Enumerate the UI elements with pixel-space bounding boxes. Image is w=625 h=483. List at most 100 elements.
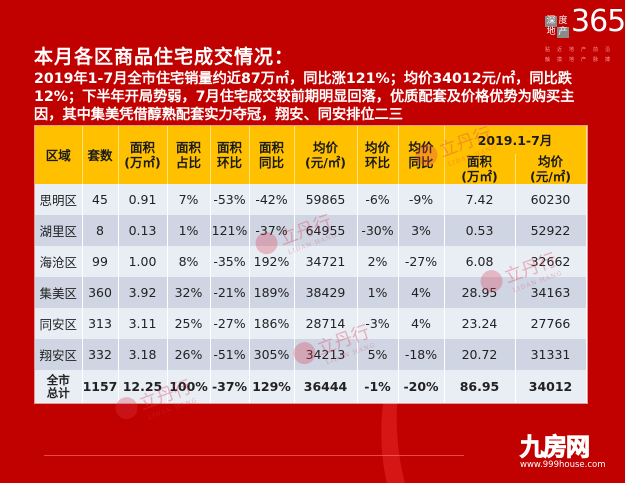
logo-char: 度 (558, 16, 568, 26)
cell-ytd-price: 52922 (515, 215, 587, 246)
header-ytd-area: 面积 (万㎡) (444, 154, 516, 184)
cell-area: 3.11 (118, 308, 168, 339)
cell-ytd-price: 27766 (515, 308, 587, 339)
cell-price-mom: -30% (357, 215, 399, 246)
cell-price-yoy: 4% (398, 308, 445, 339)
cell-ytd-area: 28.95 (444, 277, 516, 308)
cell-area-yoy: 305% (249, 339, 295, 370)
cell-area-share: 1% (167, 215, 211, 246)
cell-area-share: 25% (167, 308, 211, 339)
logo-boxes: 深 度 地 产 (545, 16, 569, 38)
header-price: 均价 (元/㎡) (294, 126, 358, 184)
cell-ytd-area: 20.72 (444, 339, 516, 370)
total-cell-ytd-area: 86.95 (444, 370, 516, 403)
cell-price-mom: 2% (357, 246, 399, 277)
cell-units: 8 (82, 215, 119, 246)
page-title: 本月各区商品住宅成交情况： (34, 46, 295, 68)
header-area: 面积 (万㎡) (118, 126, 168, 184)
logo-char: 产 (557, 27, 569, 38)
cell-price-yoy: -18% (398, 339, 445, 370)
cell-area: 3.92 (118, 277, 168, 308)
header-region: 区域 (35, 126, 83, 184)
footer-divider (44, 455, 464, 456)
cell-units: 313 (82, 308, 119, 339)
cell-area-mom: -35% (210, 246, 250, 277)
cell-ytd-area: 7.42 (444, 184, 516, 215)
cell-area-mom: 121% (210, 215, 250, 246)
brand-url: www.999house.com (520, 460, 606, 470)
cell-region: 翔安区 (35, 339, 83, 370)
logo-tagline-1: 贴近地产前沿 (545, 47, 618, 53)
header-area-yoy: 面积 同比 (249, 126, 295, 184)
cell-price-mom: -3% (357, 308, 399, 339)
cell-region: 同安区 (35, 308, 83, 339)
total-cell-price-yoy: -20% (398, 370, 445, 403)
summary-text: 2019年1-7月全市住宅销量约近87万㎡，同比涨121%；均价34012元/㎡… (34, 71, 575, 123)
cell-area-yoy: 189% (249, 277, 295, 308)
cell-area-mom: -27% (210, 308, 250, 339)
total-cell-price: 36444 (294, 370, 358, 403)
cell-area: 3.18 (118, 339, 168, 370)
cell-area: 1.00 (118, 246, 168, 277)
table-body: 思明区 45 0.91 7% -53% -42% 59865 -6% -9% 7.42 60230 湖… (35, 184, 587, 403)
cell-units: 332 (82, 339, 119, 370)
header-ytd-group: 2019.1-7月 (444, 126, 587, 154)
table-row: 翔安区 332 3.18 26% -51% 305% 34213 5% -18% 20.72 313… (35, 339, 587, 370)
cell-price-yoy: 4% (398, 277, 445, 308)
cell-area-share: 32% (167, 277, 211, 308)
brand-name: 九房网 (520, 433, 591, 461)
district-sales-table: 区域 套数 面积 (万㎡) 面积 占比 面积 环比 面积 同比 均价 (元/㎡) 均价 环比… (35, 126, 587, 403)
cell-area-yoy: -37% (249, 215, 295, 246)
header-area-share: 面积 占比 (167, 126, 211, 184)
table-row-total: 全市 总计 1157 12.25 100% -37% 129% 36444 -1% -20% 86.… (35, 370, 587, 403)
table-row: 集美区 360 3.92 32% -21% 189% 38429 1% 4% 28.95 34163 (35, 277, 587, 308)
cell-price: 64955 (294, 215, 358, 246)
cell-area-mom: -21% (210, 277, 250, 308)
cell-price-mom: -6% (357, 184, 399, 215)
cell-area-share: 26% (167, 339, 211, 370)
total-cell-area-share: 100% (167, 370, 211, 403)
logo-char: 深 (545, 16, 557, 27)
header-ytd-price: 均价 (元/㎡) (515, 154, 587, 184)
table-row: 湖里区 8 0.13 1% 121% -37% 64955 -30% 3% 0.53 52922 (35, 215, 587, 246)
header-area-mom: 面积 环比 (210, 126, 250, 184)
cell-price: 28714 (294, 308, 358, 339)
cell-area: 0.91 (118, 184, 168, 215)
cell-area-mom: -51% (210, 339, 250, 370)
cell-units: 360 (82, 277, 119, 308)
header-units: 套数 (82, 126, 119, 184)
cell-area-share: 8% (167, 246, 211, 277)
cell-region: 思明区 (35, 184, 83, 215)
cell-price-yoy: -27% (398, 246, 445, 277)
cell-area-yoy: 186% (249, 308, 295, 339)
cell-ytd-area: 23.24 (444, 308, 516, 339)
logo-char: 地 (546, 27, 556, 37)
total-cell-area-mom: -37% (210, 370, 250, 403)
cell-price: 59865 (294, 184, 358, 215)
header-price-mom: 均价 环比 (357, 126, 399, 184)
cell-region: 集美区 (35, 277, 83, 308)
cell-price: 34213 (294, 339, 358, 370)
logo-tagline-2: 触摸地产脉搏 (545, 57, 618, 63)
cell-region: 湖里区 (35, 215, 83, 246)
cell-ytd-area: 0.53 (444, 215, 516, 246)
cell-ytd-area: 6.08 (444, 246, 516, 277)
cell-price: 38429 (294, 277, 358, 308)
cell-price-yoy: -9% (398, 184, 445, 215)
cell-area-yoy: 192% (249, 246, 295, 277)
logo-number: 365 (571, 4, 625, 39)
cell-ytd-price: 32662 (515, 246, 587, 277)
total-cell-area-yoy: 129% (249, 370, 295, 403)
total-cell-price-mom: -1% (357, 370, 399, 403)
cell-ytd-price: 34163 (515, 277, 587, 308)
cell-ytd-price: 31331 (515, 339, 587, 370)
cell-price-yoy: 3% (398, 215, 445, 246)
logo-365: 深 度 地 产 365 贴近地产前沿 触摸地产脉搏 (545, 4, 625, 66)
cell-area: 0.13 (118, 215, 168, 246)
table-row: 思明区 45 0.91 7% -53% -42% 59865 -6% -9% 7.42 60230 (35, 184, 587, 215)
cell-ytd-price: 60230 (515, 184, 587, 215)
header-price-yoy: 均价 同比 (398, 126, 445, 184)
cell-area-share: 7% (167, 184, 211, 215)
cell-units: 45 (82, 184, 119, 215)
cell-region: 海沧区 (35, 246, 83, 277)
